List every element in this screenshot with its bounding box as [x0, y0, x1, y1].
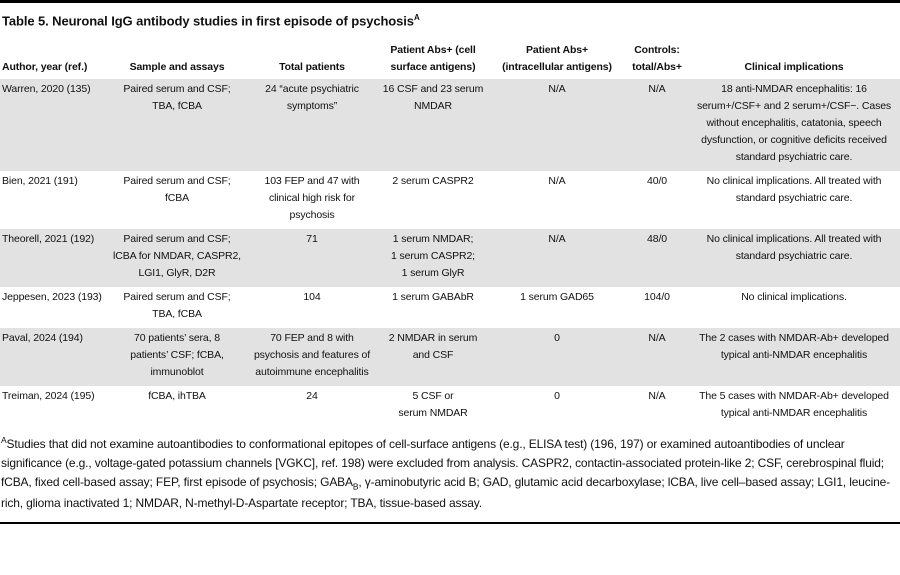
table-cell: 71 [306, 233, 318, 246]
table-cell: Paval, 2024 (194) [2, 332, 83, 345]
table-cell: 0 [554, 390, 560, 403]
table-cell: Paired serum and CSF; lCBA for NMDAR, CA… [113, 233, 241, 280]
table-cell: Jeppesen, 2023 (193) [2, 291, 102, 304]
table-cell: The 5 cases with NMDAR-Ab+ developed typ… [699, 390, 889, 420]
table-cell: 48/0 [647, 233, 667, 246]
table-cell: Theorell, 2021 (192) [2, 233, 95, 246]
header-row: Author, year (ref.) Sample and assays Tota… [0, 42, 900, 79]
column-header: Patient Abs+ (intracellular antigens) [502, 44, 612, 74]
table-title-text: Table 5. Neuronal IgG antibody studies i… [2, 13, 414, 29]
table-cell: N/A [548, 175, 566, 188]
footnote-gaba-subscript: B [352, 481, 359, 492]
table-cell: 104 [303, 291, 321, 304]
paper-table-figure: Table 5. Neuronal IgG antibody studies i… [0, 0, 900, 524]
table-cell: Warren, 2020 (135) [2, 83, 91, 96]
column-header: Clinical implications [744, 61, 844, 74]
footnote-superscript: A [1, 435, 7, 446]
table-cell: N/A [548, 83, 566, 96]
table-cell: 70 FEP and 8 with psychosis and features… [253, 332, 371, 379]
table-cell: 18 anti-NMDAR encephalitis: 16 serum+/CS… [696, 83, 892, 164]
table-cell: N/A [648, 390, 666, 403]
table-cell: No clinical implications. All treated wi… [706, 233, 882, 263]
bottom-rule [0, 522, 900, 524]
table-cell: 104/0 [644, 291, 670, 304]
table-cell: Paired serum and CSF; TBA, fCBA [123, 83, 231, 113]
table-cell: 40/0 [647, 175, 667, 188]
table-row: Theorell, 2021 (192) Paired serum and CSF… [0, 229, 900, 288]
table-cell: N/A [648, 332, 666, 345]
table-cell: 0 [554, 332, 560, 345]
table-cell: Paired serum and CSF; fCBA [123, 175, 231, 205]
table-cell: Bien, 2021 (191) [2, 175, 78, 188]
table-row: Paval, 2024 (194) 70 patients’ sera, 8 pa… [0, 328, 900, 387]
column-header: Author, year (ref.) [2, 61, 88, 74]
table-row: Treiman, 2024 (195) fCBA, ihTBA 24 5 CSF or… [0, 386, 900, 427]
table-cell: 1 serum NMDAR; 1 serum CASPR2; 1 serum G… [391, 233, 475, 280]
table-row: Bien, 2021 (191) Paired serum and CSF; fC… [0, 171, 900, 229]
table-cell: N/A [648, 83, 666, 96]
table-cell: Paired serum and CSF; TBA, fCBA [123, 291, 231, 321]
table-title-superscript: A [413, 13, 420, 22]
footnote-text-1: Studies that did not examine autoantibod… [1, 437, 884, 490]
table-cell: 5 CSF or serum NMDAR [398, 390, 468, 420]
table-cell: 1 serum GABAbR [392, 291, 474, 304]
table-cell: 103 FEP and 47 with clinical high risk f… [264, 175, 360, 222]
table-title: Table 5. Neuronal IgG antibody studies i… [2, 13, 900, 28]
footnote: AStudies that did not examine autoantibo… [1, 434, 900, 513]
table-cell: Treiman, 2024 (195) [2, 390, 95, 403]
footnote-text-2: , γ-aminobutyric acid B; GAD, glutamic a… [1, 475, 891, 511]
table-cell: No clinical implications. [741, 291, 847, 304]
table-cell: N/A [548, 233, 566, 246]
table-cell: 1 serum GAD65 [520, 291, 594, 304]
table-cell: fCBA, ihTBA [148, 390, 206, 403]
data-table: Author, year (ref.) Sample and assays Tota… [0, 42, 900, 427]
table-cell: The 2 cases with NMDAR-Ab+ developed typ… [699, 332, 889, 362]
table-cell: 24 [306, 390, 318, 403]
column-header: Patient Abs+ (cell surface antigens) [390, 44, 476, 74]
table-cell: 2 NMDAR in serum and CSF [388, 332, 478, 362]
column-header: Controls: total/Abs+ [632, 44, 682, 74]
table-cell: 70 patients’ sera, 8 patients’ CSF; fCBA… [130, 332, 224, 379]
table-cell: 16 CSF and 23 serum NMDAR [382, 83, 484, 113]
table-cell: No clinical implications. All treated wi… [706, 175, 882, 205]
top-rule [0, 0, 900, 3]
table-row: Jeppesen, 2023 (193) Paired serum and CSF… [0, 287, 900, 328]
table-cell: 2 serum CASPR2 [392, 175, 474, 188]
column-header: Total patients [279, 61, 345, 74]
column-header: Sample and assays [129, 61, 225, 74]
table-cell: 24 “acute psychiatric symptoms” [265, 83, 359, 113]
table-row: Warren, 2020 (135) Paired serum and CSF; … [0, 79, 900, 172]
